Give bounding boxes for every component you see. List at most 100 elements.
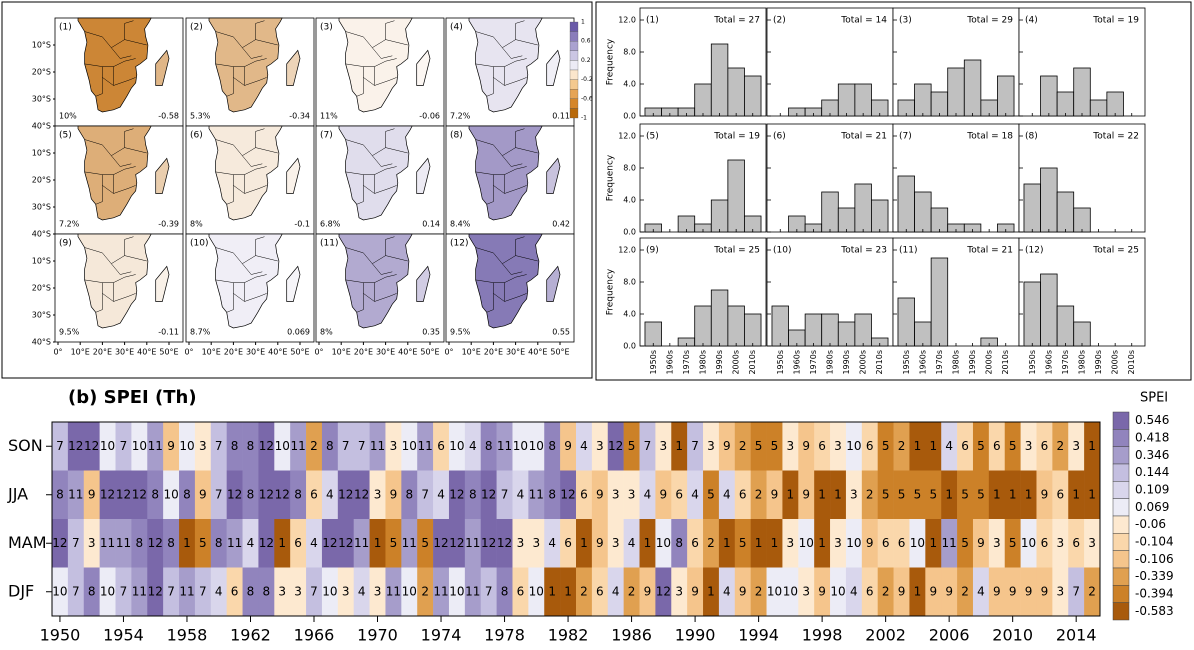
panel-label: (2) [190, 23, 203, 33]
madagascar [155, 49, 170, 86]
lat-label: 20°S [32, 176, 51, 185]
colorbar-title: SPEI [1140, 391, 1168, 406]
x-tick-label: 1960s [918, 350, 927, 375]
cell-label: 6 [231, 584, 239, 598]
cell-label: 6 [739, 487, 747, 501]
cell-label: 1 [929, 439, 937, 453]
heat-cell [1052, 470, 1069, 520]
cell-label: 7 [310, 584, 318, 598]
border [502, 47, 523, 59]
cell-label: 9 [691, 584, 699, 598]
lat-label: 10°S [32, 257, 51, 266]
bar [744, 313, 762, 347]
heat-cell [194, 519, 212, 568]
border [226, 282, 234, 313]
heat-cell [464, 567, 482, 617]
variance-percent: 9.5% [450, 328, 471, 337]
heat-cell [909, 470, 926, 520]
heat-cell [560, 470, 577, 520]
border [385, 128, 395, 148]
heat-cell [718, 519, 736, 568]
heat-cell [655, 422, 672, 471]
panel-total: Total = 21 [966, 246, 1013, 256]
madagascar [546, 49, 561, 86]
x-tick-label: 1974 [421, 626, 462, 645]
cell-label: 6 [294, 536, 302, 550]
lon-label: 40°E [137, 348, 156, 357]
y-tick-label: 8.0 [623, 48, 636, 57]
cell-label: 5 [739, 536, 747, 550]
heat-cell [274, 470, 291, 520]
cell-label: 8 [136, 536, 144, 550]
heat-cell [1084, 422, 1101, 471]
heat-cell [385, 422, 402, 471]
cell-label: 6 [898, 536, 906, 550]
x-tick-label: 1950s [649, 350, 658, 375]
bar [963, 59, 982, 117]
bar [727, 67, 745, 117]
madagascar [416, 157, 431, 194]
madagascar [546, 265, 561, 302]
cell-label: 8 [675, 536, 683, 550]
colorbar-swatch [1112, 550, 1130, 569]
heat-cell [496, 567, 513, 617]
cell-label: 6 [866, 439, 874, 453]
cell-label: 1 [1088, 487, 1096, 501]
heat-cell [607, 519, 624, 568]
variance-percent: 8.7% [190, 328, 211, 337]
cell-label: 7 [358, 439, 366, 453]
heat-cell [528, 422, 545, 471]
heat-cell [734, 519, 751, 568]
cell-label: 6 [1056, 487, 1064, 501]
heat-cell [1020, 567, 1037, 617]
x-tick-label: 1970s [1061, 350, 1070, 375]
cell-label: 4 [517, 487, 525, 501]
heat-cell [115, 519, 132, 568]
colorbar-swatch [569, 69, 579, 80]
y-axis-title: Frequency [606, 268, 616, 315]
heat-cell [210, 422, 227, 471]
heat-cell [750, 519, 767, 568]
heat-cell [607, 470, 624, 520]
heat-cell [258, 422, 275, 471]
heat-cell [591, 470, 609, 520]
cell-label: 3 [342, 584, 350, 598]
bar [837, 321, 856, 347]
bar [821, 313, 839, 347]
heat-cell [830, 567, 847, 617]
cell-label: 5 [390, 536, 398, 550]
heat-cell [1004, 470, 1021, 520]
cell-label: 11 [465, 536, 480, 550]
cell-label: 9 [390, 487, 398, 501]
heat-cell [988, 422, 1006, 471]
cell-label: 11 [370, 439, 385, 453]
colorbar-swatch [569, 89, 579, 99]
heat-cell [687, 519, 704, 568]
cell-label: 10 [767, 584, 782, 598]
heat-cell [957, 519, 974, 568]
colorbar-swatch [1112, 533, 1130, 551]
colorbar-swatch [1112, 446, 1130, 465]
cell-label: 9 [660, 487, 668, 501]
cell-label: 7 [72, 584, 80, 598]
variance-percent: 7.2% [450, 112, 471, 121]
heat-cell [448, 519, 466, 568]
cell-label: 4 [628, 536, 636, 550]
cell-label: 11 [465, 584, 480, 598]
heat-cell [179, 519, 196, 568]
lon-label: 30°E [246, 348, 265, 357]
cell-label: 12 [338, 536, 353, 550]
heat-cell [1004, 422, 1021, 471]
cell-label: 9 [723, 439, 731, 453]
cell-label: 5 [961, 487, 969, 501]
heat-cell [623, 567, 640, 617]
heat-cell [290, 422, 307, 471]
lon-label: 10°E [202, 348, 221, 357]
cell-label: 9 [1025, 584, 1033, 598]
lon-label: 30°E [376, 348, 395, 357]
colorbar-label: 0.144 [1135, 465, 1169, 479]
cell-label: 9 [1041, 584, 1049, 598]
cell-label: 3 [707, 439, 715, 453]
cell-label: 2 [755, 487, 763, 501]
heat-cell [782, 470, 799, 520]
